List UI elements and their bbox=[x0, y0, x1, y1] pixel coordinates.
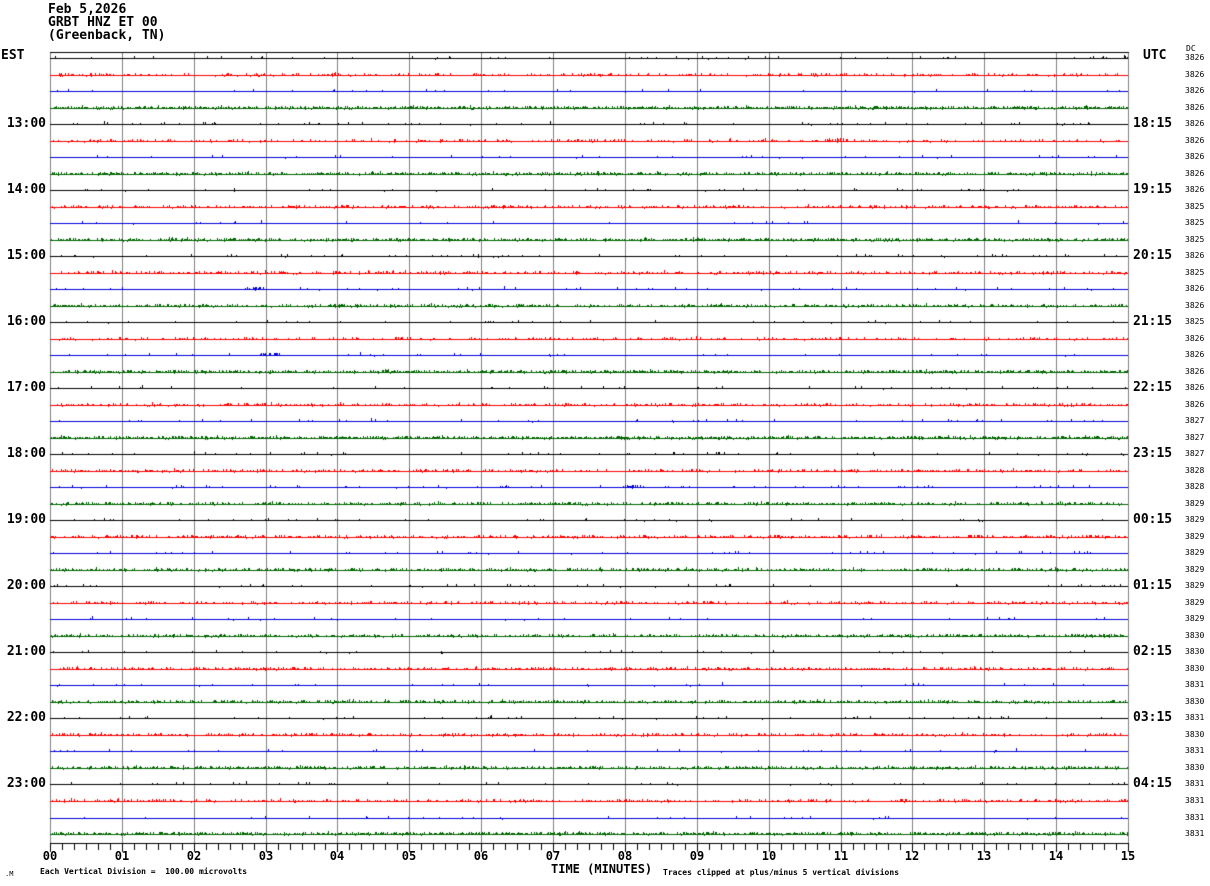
utc-time-label: 04:15 bbox=[1133, 776, 1173, 791]
dc-value: 3830 bbox=[1185, 664, 1205, 673]
dc-column-header: DC bbox=[1186, 44, 1196, 53]
dc-value: 3826 bbox=[1185, 53, 1205, 62]
est-time-label: 22:00 bbox=[6, 710, 46, 725]
utc-time-label: 19:15 bbox=[1133, 182, 1173, 197]
dc-value: 3829 bbox=[1185, 598, 1205, 607]
x-tick-label: 03 bbox=[258, 849, 274, 863]
dc-value: 3830 bbox=[1185, 697, 1205, 706]
dc-value: 3828 bbox=[1185, 482, 1205, 491]
utc-time-label: 21:15 bbox=[1133, 314, 1173, 329]
clip-note: Traces clipped at plus/minus 5 vertical … bbox=[663, 868, 900, 877]
scale-note: Each Vertical Division = 100.00 microvol… bbox=[40, 867, 248, 876]
dc-value: 3826 bbox=[1185, 334, 1205, 343]
dc-value: 3831 bbox=[1185, 813, 1205, 822]
utc-time-label: 03:15 bbox=[1133, 710, 1173, 725]
utc-time-label: 20:15 bbox=[1133, 248, 1173, 263]
est-time-label: 13:00 bbox=[6, 116, 46, 131]
est-time-label: 18:00 bbox=[6, 446, 46, 461]
est-time-label: 15:00 bbox=[6, 248, 46, 263]
est-time-label: 20:00 bbox=[6, 578, 46, 593]
dc-value: 3831 bbox=[1185, 746, 1205, 755]
dc-value: 3829 bbox=[1185, 614, 1205, 623]
dc-value: 3826 bbox=[1185, 251, 1205, 260]
dc-value: 3829 bbox=[1185, 515, 1205, 524]
dc-value: 3829 bbox=[1185, 532, 1205, 541]
dc-value: 3831 bbox=[1185, 829, 1205, 838]
x-tick-label: 13 bbox=[976, 849, 992, 863]
x-tick-label: 15 bbox=[1120, 849, 1136, 863]
dc-value: 3826 bbox=[1185, 185, 1205, 194]
dc-value: 3828 bbox=[1185, 466, 1205, 475]
x-tick-label: 01 bbox=[114, 849, 130, 863]
left-timezone-label: EST bbox=[1, 48, 25, 63]
est-time-label: 17:00 bbox=[6, 380, 46, 395]
x-tick-label: 06 bbox=[473, 849, 489, 863]
utc-time-label: 23:15 bbox=[1133, 446, 1173, 461]
dc-value: 3827 bbox=[1185, 449, 1205, 458]
utc-time-label: 22:15 bbox=[1133, 380, 1173, 395]
dc-value: 3826 bbox=[1185, 70, 1205, 79]
dc-value: 3831 bbox=[1185, 779, 1205, 788]
x-tick-label: 09 bbox=[689, 849, 705, 863]
x-tick-label: 10 bbox=[761, 849, 777, 863]
est-time-label: 21:00 bbox=[6, 644, 46, 659]
x-tick-label: 02 bbox=[186, 849, 202, 863]
dc-value: 3826 bbox=[1185, 383, 1205, 392]
x-tick-label: 12 bbox=[904, 849, 920, 863]
dc-value: 3826 bbox=[1185, 284, 1205, 293]
dc-value: 3831 bbox=[1185, 680, 1205, 689]
x-tick-label: 07 bbox=[545, 849, 561, 863]
utc-time-label: 00:15 bbox=[1133, 512, 1173, 527]
est-time-label: 19:00 bbox=[6, 512, 46, 527]
dc-value: 3829 bbox=[1185, 499, 1205, 508]
dc-value: 3826 bbox=[1185, 367, 1205, 376]
corner-mark: .M bbox=[5, 870, 14, 878]
dc-value: 3831 bbox=[1185, 796, 1205, 805]
x-tick-label: 11 bbox=[833, 849, 849, 863]
utc-time-label: 02:15 bbox=[1133, 644, 1173, 659]
dc-value: 3826 bbox=[1185, 169, 1205, 178]
dc-value: 3829 bbox=[1185, 565, 1205, 574]
dc-value: 3825 bbox=[1185, 235, 1205, 244]
dc-value: 3830 bbox=[1185, 647, 1205, 656]
utc-time-label: 01:15 bbox=[1133, 578, 1173, 593]
header-location: (Greenback, TN) bbox=[48, 28, 166, 43]
dc-value: 3830 bbox=[1185, 730, 1205, 739]
x-tick-label: 05 bbox=[401, 849, 417, 863]
utc-time-label: 18:15 bbox=[1133, 116, 1173, 131]
dc-value: 3825 bbox=[1185, 317, 1205, 326]
header-station: GRBT HNZ ET 00 bbox=[48, 15, 158, 30]
dc-value: 3826 bbox=[1185, 103, 1205, 112]
right-timezone-label: UTC bbox=[1143, 48, 1167, 63]
dc-value: 3826 bbox=[1185, 400, 1205, 409]
dc-value: 3829 bbox=[1185, 548, 1205, 557]
dc-value: 3826 bbox=[1185, 350, 1205, 359]
est-time-label: 23:00 bbox=[6, 776, 46, 791]
header-date: Feb 5,2026 bbox=[48, 2, 127, 17]
dc-value: 3826 bbox=[1185, 136, 1205, 145]
dc-value: 3827 bbox=[1185, 433, 1205, 442]
x-tick-label: 08 bbox=[617, 849, 633, 863]
dc-value: 3831 bbox=[1185, 713, 1205, 722]
dc-value: 3830 bbox=[1185, 631, 1205, 640]
x-tick-label: 14 bbox=[1048, 849, 1064, 863]
dc-value: 3826 bbox=[1185, 301, 1205, 310]
est-time-label: 16:00 bbox=[6, 314, 46, 329]
dc-value: 3827 bbox=[1185, 416, 1205, 425]
dc-value: 3825 bbox=[1185, 268, 1205, 277]
dc-value: 3826 bbox=[1185, 119, 1205, 128]
est-time-label: 14:00 bbox=[6, 182, 46, 197]
dc-value: 3830 bbox=[1185, 763, 1205, 772]
dc-value: 3825 bbox=[1185, 218, 1205, 227]
dc-value: 3826 bbox=[1185, 152, 1205, 161]
x-axis-title: TIME (MINUTES) bbox=[551, 862, 653, 876]
dc-value: 3825 bbox=[1185, 202, 1205, 211]
dc-value: 3826 bbox=[1185, 86, 1205, 95]
dc-value: 3829 bbox=[1185, 581, 1205, 590]
x-tick-label: 00 bbox=[42, 849, 58, 863]
x-tick-label: 04 bbox=[329, 849, 345, 863]
